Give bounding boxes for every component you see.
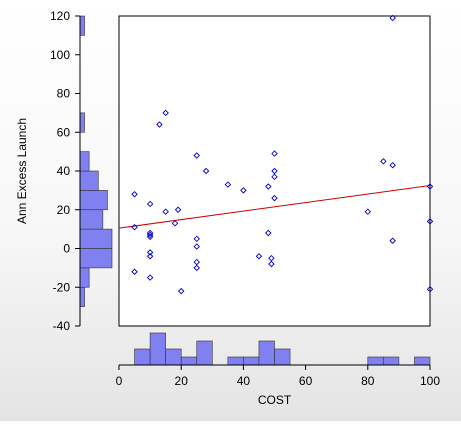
x-axis-title: COST (258, 393, 292, 407)
y-tick-label: 80 (57, 87, 71, 101)
data-point (224, 181, 232, 188)
data-point (193, 152, 200, 159)
data-points (131, 14, 434, 295)
x-histogram-bar (149, 332, 166, 366)
data-point (146, 249, 154, 256)
y-tick-label: 20 (57, 203, 71, 217)
data-point (193, 243, 200, 250)
x-histogram-bar (180, 356, 198, 366)
x-histogram-bar (367, 356, 384, 366)
data-point (131, 223, 138, 231)
data-point (156, 121, 163, 128)
data-point (426, 218, 434, 225)
data-point (271, 173, 278, 181)
y-tick-label: 120 (50, 9, 70, 23)
data-point (389, 14, 396, 22)
x-histogram-bar (227, 356, 244, 366)
y-histogram-bar (79, 112, 85, 133)
y-marginal-histogram (79, 15, 113, 307)
y-tick-label: 100 (50, 48, 70, 62)
data-point (131, 191, 138, 198)
x-tick-label: 60 (299, 374, 313, 388)
x-axis: 0 20 40 60 80 100 (116, 364, 440, 388)
data-point (193, 264, 200, 272)
y-histogram-bar (79, 15, 85, 36)
data-point (177, 287, 185, 295)
y-histogram-bar (79, 267, 90, 288)
y-tick-label: -40 (53, 319, 71, 333)
y-histogram-bar (79, 170, 99, 191)
plot-area (118, 15, 431, 327)
data-point (426, 285, 434, 293)
x-histogram-bar (274, 348, 291, 366)
x-tick-label: 20 (175, 374, 189, 388)
x-tick-label: 40 (237, 374, 251, 388)
x-histogram-bar (258, 340, 275, 366)
x-histogram-bar (134, 348, 151, 366)
data-point (265, 229, 272, 237)
y-tick-label: 0 (63, 242, 70, 256)
data-point (171, 220, 179, 227)
x-tick-label: 80 (361, 374, 375, 388)
data-point (271, 150, 278, 157)
data-point (146, 231, 154, 239)
y-histogram-bar (79, 209, 104, 230)
data-point (193, 235, 200, 243)
data-point (146, 274, 154, 281)
y-histogram-bar (79, 228, 113, 249)
y-tick-label: 60 (57, 125, 71, 139)
data-point (240, 187, 247, 194)
y-histogram-bar (79, 248, 113, 269)
y-histogram-bar (79, 190, 108, 211)
data-point (146, 229, 154, 237)
y-histogram-bar (79, 286, 85, 307)
x-histogram-bar (243, 356, 260, 366)
data-point (162, 109, 169, 117)
regression-line-group (118, 185, 431, 229)
data-point (131, 268, 138, 275)
data-point (426, 183, 434, 190)
data-point (265, 183, 272, 190)
data-point (146, 233, 154, 241)
x-histogram-bar (196, 340, 213, 366)
x-histogram-bar (383, 356, 400, 366)
x-marginal-histogram (134, 332, 431, 366)
x-tick-label: 100 (420, 374, 440, 388)
data-point (389, 161, 396, 169)
y-tick-label: -20 (53, 280, 71, 294)
y-axis: -40 -20 0 20 40 60 80 100 120 (50, 9, 81, 333)
data-point (389, 237, 396, 244)
y-axis-title: Ann Excess Launch (15, 118, 29, 224)
data-point (364, 208, 372, 215)
data-point (146, 253, 154, 260)
data-point (174, 206, 182, 213)
data-point (202, 167, 210, 175)
x-tick-label: 0 (116, 374, 123, 388)
regression-line (118, 185, 431, 229)
x-histogram-bar (165, 348, 182, 366)
data-point (268, 260, 275, 268)
data-point (271, 194, 278, 202)
data-point (162, 208, 169, 215)
data-point (255, 253, 263, 260)
data-point (380, 158, 387, 165)
y-tick-label: 40 (57, 164, 71, 178)
y-histogram-bar (79, 151, 90, 172)
data-point (146, 200, 154, 208)
x-histogram-bar (414, 356, 431, 366)
